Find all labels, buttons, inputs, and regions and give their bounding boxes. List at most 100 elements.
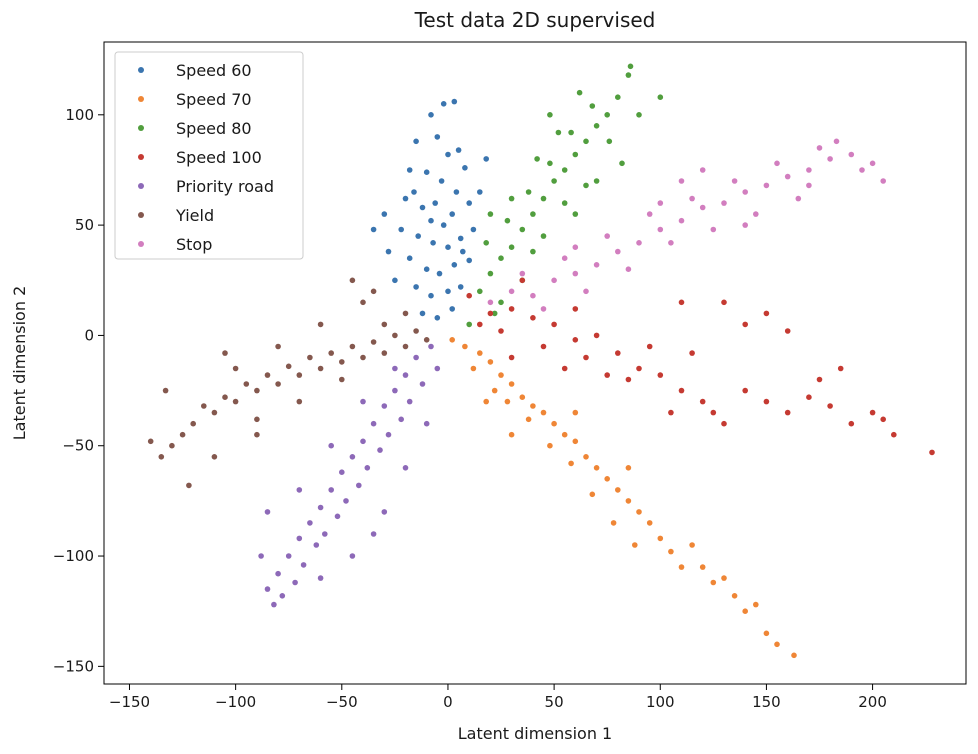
x-tick-label: 150	[752, 693, 781, 711]
data-point	[370, 531, 377, 537]
data-point	[381, 321, 388, 328]
data-point	[222, 394, 228, 401]
y-tick-label: −150	[53, 657, 94, 675]
data-point	[848, 420, 855, 427]
data-point	[540, 195, 547, 202]
data-point	[519, 226, 526, 233]
series-4	[258, 343, 441, 608]
data-point	[438, 178, 445, 184]
data-point	[169, 442, 175, 449]
data-point	[561, 255, 568, 261]
data-point	[742, 608, 748, 614]
data-point	[211, 454, 218, 460]
data-point	[271, 601, 277, 608]
data-point	[398, 416, 405, 423]
data-point	[413, 284, 419, 290]
data-point	[848, 151, 855, 158]
data-point	[360, 299, 366, 306]
data-point	[381, 509, 388, 515]
data-point	[392, 387, 398, 394]
data-point	[275, 343, 281, 350]
data-point	[593, 332, 600, 339]
data-point	[721, 299, 727, 306]
data-point	[477, 350, 483, 356]
data-point	[619, 160, 625, 167]
data-point	[572, 337, 579, 343]
data-point	[430, 240, 436, 246]
data-point	[413, 354, 419, 361]
data-point	[360, 398, 366, 405]
legend-label: Speed 70	[176, 90, 252, 109]
series-5	[147, 277, 430, 489]
y-tick-label: −50	[62, 437, 94, 455]
data-point	[880, 178, 886, 184]
data-point	[806, 394, 812, 401]
legend-item: Speed 60	[138, 61, 252, 80]
data-point	[498, 255, 504, 261]
data-point	[540, 409, 547, 416]
x-tick-label: −50	[326, 693, 358, 711]
data-point	[419, 381, 426, 387]
data-point	[604, 372, 610, 378]
data-point	[434, 315, 441, 321]
data-point	[869, 160, 876, 167]
data-point	[423, 169, 430, 175]
x-axis-label: Latent dimension 1	[458, 724, 612, 743]
data-point	[547, 112, 553, 118]
data-point	[791, 652, 797, 659]
data-point	[455, 147, 462, 153]
data-point	[428, 112, 434, 118]
legend-marker	[138, 67, 144, 73]
data-point	[392, 365, 398, 372]
data-point	[498, 328, 504, 334]
data-point	[381, 211, 388, 217]
x-tick-label: −150	[109, 693, 150, 711]
data-point	[572, 306, 579, 312]
data-point	[615, 350, 621, 356]
data-point	[530, 248, 536, 255]
data-point	[572, 211, 579, 217]
data-point	[402, 465, 409, 471]
data-point	[419, 204, 426, 211]
data-point	[385, 431, 392, 438]
data-point	[432, 200, 439, 206]
data-point	[449, 337, 456, 343]
series-3	[466, 277, 935, 456]
data-point	[530, 292, 536, 299]
data-point	[610, 520, 617, 526]
data-point	[360, 438, 366, 445]
y-axis-label: Latent dimension 2	[10, 286, 29, 440]
data-point	[589, 491, 596, 498]
legend-marker	[138, 125, 144, 131]
data-point	[232, 398, 239, 405]
data-point	[615, 248, 621, 255]
data-point	[406, 167, 413, 173]
data-point	[508, 288, 515, 295]
data-point	[445, 288, 451, 295]
data-point	[423, 337, 430, 343]
legend-marker	[138, 154, 144, 160]
data-point	[742, 387, 748, 394]
data-point	[576, 89, 583, 96]
data-point	[551, 321, 557, 328]
data-point	[572, 409, 579, 416]
data-point	[508, 354, 515, 361]
data-point	[816, 145, 823, 151]
x-tick-label: 100	[646, 693, 675, 711]
data-point	[678, 178, 685, 184]
data-point	[625, 266, 632, 273]
data-point	[460, 248, 466, 255]
data-point	[721, 200, 727, 206]
data-point	[763, 310, 770, 317]
data-point	[742, 222, 748, 228]
data-point	[477, 288, 483, 295]
data-point	[254, 416, 260, 423]
data-point	[561, 200, 568, 206]
data-point	[636, 509, 642, 515]
data-point	[534, 156, 540, 162]
legend-items: Speed 60 Speed 70 Speed 80 Speed 100 Priorit…	[138, 61, 274, 254]
data-point	[668, 409, 674, 416]
data-point	[859, 167, 865, 173]
series-0	[370, 98, 490, 321]
data-point	[929, 449, 935, 456]
